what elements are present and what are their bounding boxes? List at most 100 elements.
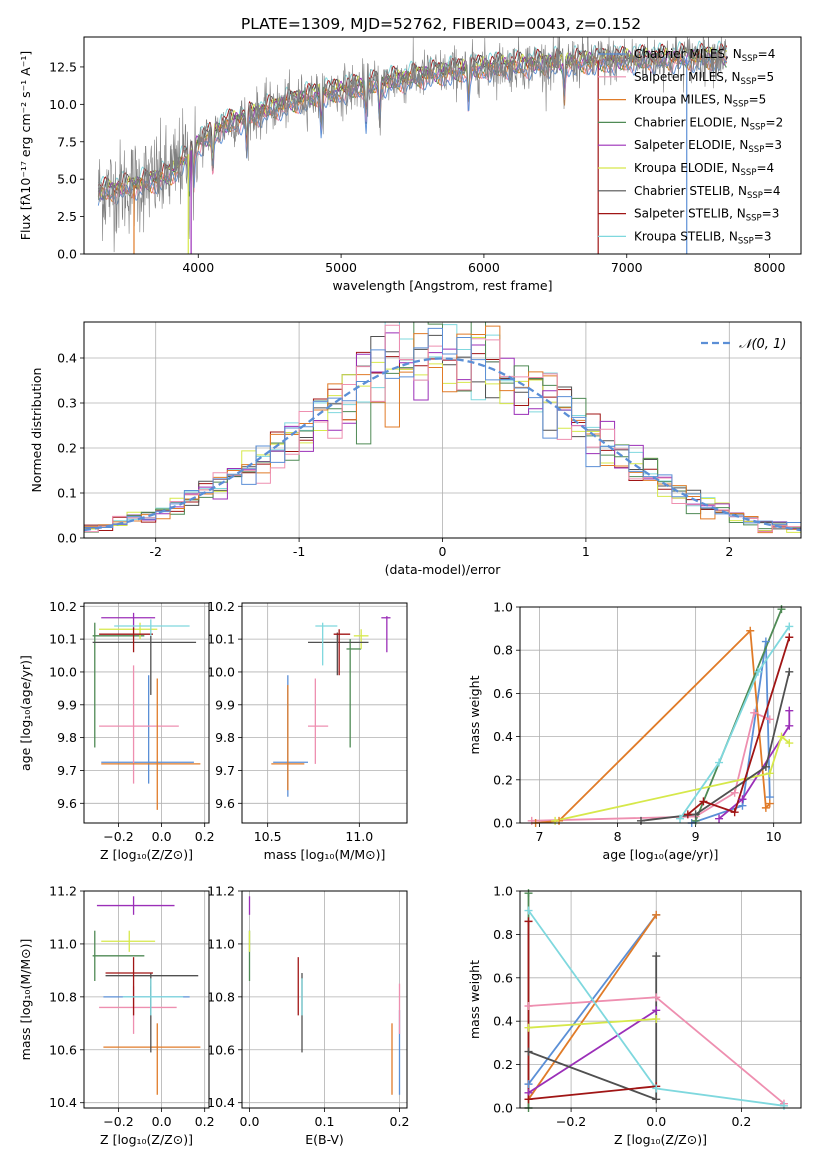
mass-weight-marker — [754, 667, 763, 676]
x-tick-label: 0.2 — [731, 1114, 751, 1129]
y-tick-label: 10.2 — [207, 599, 235, 614]
legend-nssp-subscript: SSP — [738, 236, 754, 246]
legend-nssp-value: =5 — [749, 93, 767, 107]
spectrum-legend: Chabrier MILES, NSSP=4 Salpeter MILES, NS… — [598, 47, 783, 246]
axes-frame — [519, 606, 802, 824]
plot-area-spectrum — [97, 37, 728, 254]
mass-weight-marker — [785, 721, 794, 730]
y-tick-label: 12.5 — [49, 59, 77, 74]
x-tick-label: 0.2 — [390, 1114, 410, 1129]
x-tick-label: −0.2 — [103, 829, 133, 844]
y-tick-label: 10.2 — [49, 599, 77, 614]
y-tick-label: 11.0 — [207, 936, 235, 951]
mass-weight-marker — [652, 1006, 661, 1015]
legend-nssp-value: =2 — [766, 115, 784, 129]
y-tick-label: 0.0 — [57, 531, 77, 546]
mass-weight-marker — [524, 1047, 533, 1056]
legend-entry-4: Salpeter ELODIE, NSSP=3 — [634, 138, 782, 155]
x-tick-label: 4000 — [182, 260, 214, 275]
y-tick-label: 0.8 — [493, 927, 513, 942]
x-tick-label: 8000 — [754, 260, 786, 275]
y-tick-label: 9.6 — [215, 796, 235, 811]
y-axis-label: mass [log₁₀(M/M⊙)] — [18, 939, 33, 1061]
legend-nssp-subscript: SSP — [747, 191, 763, 201]
residual-histogram-step — [84, 327, 801, 529]
mass-weight-marker — [551, 816, 560, 825]
x-axis-label: Z [log₁₀(Z/Z⊙)] — [614, 1132, 707, 1147]
y-tick-label: 9.7 — [57, 763, 77, 778]
mass-weight-marker — [738, 795, 747, 804]
y-tick-label: 1.0 — [493, 600, 513, 615]
mass-weight-line — [640, 671, 791, 822]
axes-frame — [241, 890, 408, 1109]
plot-area-mass_vs_EBV — [248, 896, 401, 1095]
panel-mass_weight_vs_Z: −0.2 0.0 0.2 0.0 0.2 0.4 0.6 0.8 1.0 Z [log₁₀(Z/Z… — [467, 884, 802, 1147]
y-tick-label: 0.0 — [493, 1101, 513, 1116]
mass-weight-marker — [524, 906, 533, 915]
y-tick-label: 0.3 — [57, 396, 77, 411]
y-tick-label: 0.6 — [493, 686, 513, 701]
mass-weight-marker — [524, 917, 533, 926]
legend-nssp-prefix: , N — [725, 47, 742, 61]
axes-frame — [83, 36, 802, 255]
y-tick-label: 0.1 — [57, 486, 77, 501]
x-tick-label: 0.2 — [195, 1114, 215, 1129]
x-tick-label: −0.2 — [556, 1114, 586, 1129]
mass-weight-marker — [785, 667, 794, 676]
plot-area-age_vs_Z — [92, 612, 201, 810]
y-tick-label: 7.5 — [57, 134, 77, 149]
legend-nssp-value: =4 — [763, 184, 781, 198]
x-axis-label: (data-model)/error — [385, 562, 502, 577]
y-tick-label: 10.0 — [49, 97, 77, 112]
mass-weight-marker — [652, 952, 661, 961]
figure-title: PLATE=1309, MJD=52762, FIBERID=0043, z=0… — [241, 15, 641, 33]
mass-weight-marker — [761, 803, 770, 812]
legend-nssp-prefix: , N — [724, 161, 741, 175]
legend-nssp-prefix: , N — [730, 184, 747, 198]
y-tick-label: 11.2 — [49, 884, 77, 899]
panel-residuals: -2 -1 0 1 2 0.0 0.1 0.2 0.3 0.4 (data-model)/error… — [29, 321, 802, 577]
y-tick-label: 9.8 — [215, 730, 235, 745]
y-tick-label: 9.7 — [215, 763, 235, 778]
x-tick-label: -2 — [149, 544, 161, 559]
plot-area-age_vs_mass — [271, 616, 391, 797]
plot-area-mass_weight_vs_age — [531, 608, 791, 823]
y-tick-label: 2.5 — [57, 209, 77, 224]
mass-weight-marker — [765, 769, 774, 778]
x-tick-label: 1 — [582, 544, 590, 559]
y-tick-label: 0.0 — [493, 816, 513, 831]
y-tick-label: 0.2 — [57, 441, 77, 456]
mass-weight-marker — [715, 758, 724, 767]
x-tick-label: 7 — [536, 829, 544, 844]
mass-weight-marker — [652, 1095, 661, 1104]
legend-nssp-subscript: SSP — [741, 77, 757, 87]
legend-entry-6: Chabrier STELIB, NSSP=4 — [634, 184, 781, 201]
y-axis-label: age [log₁₀(age/yr)] — [18, 655, 33, 771]
y-tick-label: 0.4 — [57, 351, 77, 366]
x-tick-label: 0.0 — [152, 829, 172, 844]
mass-weight-marker — [652, 993, 661, 1002]
x-tick-label: −0.2 — [103, 1114, 133, 1129]
mass-weight-line — [718, 710, 791, 820]
mass-weight-marker — [746, 626, 755, 635]
y-tick-label: 10.8 — [49, 989, 77, 1004]
panel-age_vs_Z: −0.2 0.0 0.2 9.6 9.7 9.8 9.9 10.0 10.1 10.2 Z [log… — [18, 599, 215, 862]
legend-entry-2: Kroupa MILES, NSSP=5 — [634, 93, 766, 110]
y-tick-label: 0.4 — [493, 729, 513, 744]
mass-weight-marker — [676, 814, 685, 823]
legend-entry-0: Chabrier MILES, NSSP=4 — [634, 47, 775, 64]
mass-weight-marker — [785, 706, 794, 715]
mass-weight-marker — [691, 810, 700, 819]
y-tick-label: 10.0 — [207, 664, 235, 679]
y-tick-label: 0.6 — [493, 970, 513, 985]
x-tick-label: 7000 — [611, 260, 643, 275]
x-tick-label: 10 — [766, 829, 782, 844]
mass-weight-marker — [730, 788, 739, 797]
y-axis-label: mass weight — [467, 675, 482, 754]
legend-nssp-value: =5 — [756, 70, 774, 84]
mass-weight-line — [528, 1009, 657, 1094]
y-tick-label: 9.9 — [215, 697, 235, 712]
panel-mass_vs_EBV: 0.0 0.1 0.2 10.4 10.6 10.8 11.0 11.2 E(B-V) — [207, 884, 409, 1148]
panel-mass_vs_Z: −0.2 0.0 0.2 10.4 10.6 10.8 11.0 11.2 Z [log₁₀(Z… — [18, 884, 215, 1148]
